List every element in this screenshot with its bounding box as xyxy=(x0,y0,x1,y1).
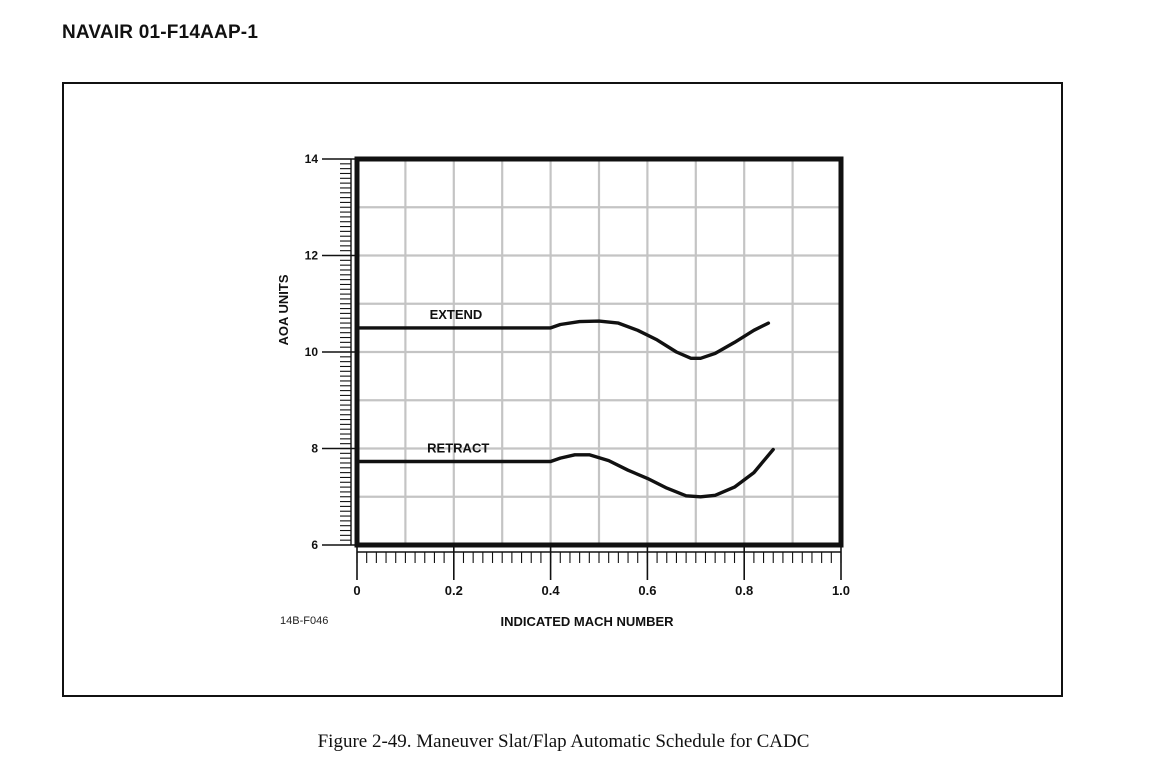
chart-labels: 6 8 10 12 14 0 0.2 0.4 0.6 0.8 1.0 EXTEND RETRACT IND… xyxy=(276,152,850,629)
series-label-retract: RETRACT xyxy=(427,441,489,456)
x-tick-label: 0.2 xyxy=(445,583,463,598)
plot-frame xyxy=(354,156,844,548)
y-tick-label: 6 xyxy=(311,538,318,552)
figure-caption-row: Figure 2-49. Maneuver Slat/Flap Automati… xyxy=(0,731,1149,753)
x-tick-label: 0.6 xyxy=(638,583,656,598)
axis-scale-ticks xyxy=(322,158,842,580)
series-line-retract xyxy=(355,447,775,499)
figure-caption: Figure 2-49. Maneuver Slat/Flap Automati… xyxy=(317,731,810,752)
y-tick-label: 12 xyxy=(305,249,319,263)
document-header: NAVAIR 01-F14AAP-1 xyxy=(62,22,259,43)
series-line-extend xyxy=(355,319,771,360)
x-tick-label: 0 xyxy=(353,583,360,598)
figure-frame xyxy=(62,82,1063,697)
y-tick-label: 10 xyxy=(305,345,319,359)
x-tick-label: 1.0 xyxy=(832,583,850,598)
x-axis-title: INDICATED MACH NUMBER xyxy=(500,614,674,629)
grid-lines xyxy=(357,159,841,545)
y-tick-label: 8 xyxy=(311,442,318,456)
x-tick-label: 0.8 xyxy=(735,583,753,598)
plot-border xyxy=(354,156,844,548)
y-tick-label: 14 xyxy=(305,152,319,166)
figure-code: 14B-F046 xyxy=(280,615,329,627)
x-tick-label: 0.4 xyxy=(542,583,561,598)
y-axis-title: AOA UNITS xyxy=(276,274,291,345)
series-lines xyxy=(355,319,775,499)
series-label-extend: EXTEND xyxy=(430,307,483,322)
